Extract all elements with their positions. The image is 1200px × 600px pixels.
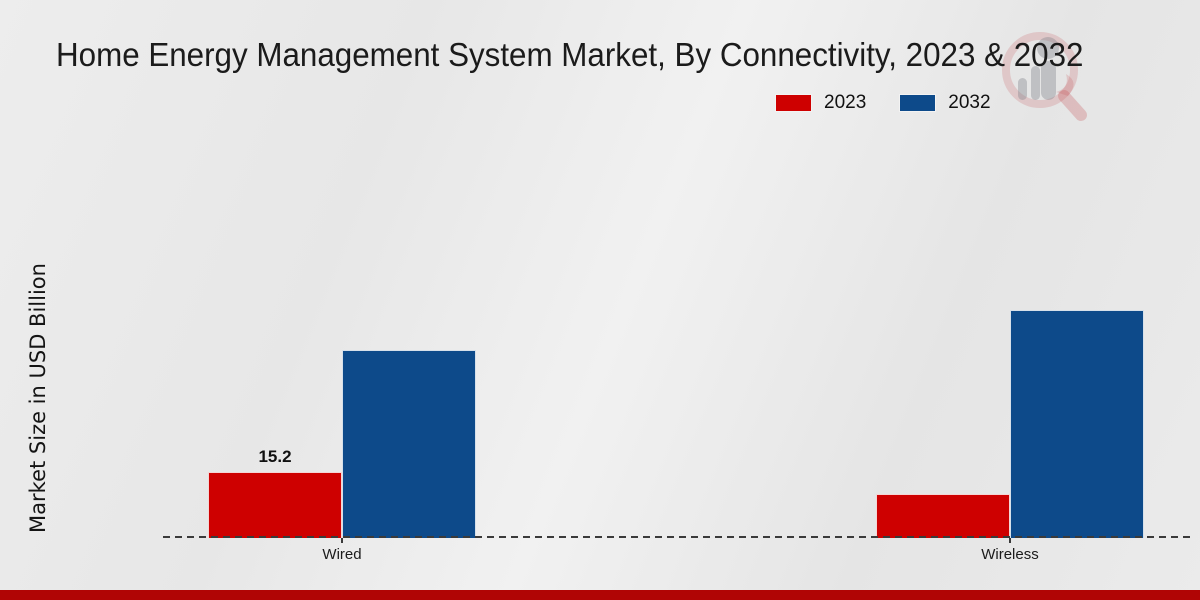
x-axis-baseline <box>163 536 1190 538</box>
legend-item-2032: 2032 <box>900 92 991 114</box>
chart-title: Home Energy Management System Market, By… <box>56 36 1084 73</box>
y-axis-label: Market Size in USD Billion <box>26 263 50 533</box>
category-label-wireless: Wireless <box>981 546 1039 563</box>
category-label-wired: Wired <box>322 546 362 563</box>
legend: 2023 2032 <box>776 92 991 114</box>
bar-2023-wireless <box>876 493 1010 538</box>
x-axis-tick-wireless <box>1009 538 1011 543</box>
legend-label-2023: 2023 <box>824 92 867 113</box>
magnifier-bar-chart-logo-icon <box>1002 32 1087 121</box>
bar-value-label-2023-wired: 15.2 <box>258 446 292 466</box>
bar-2032-wired <box>342 349 476 538</box>
legend-item-2023: 2023 <box>776 92 866 114</box>
x-axis-tick-wired <box>341 538 343 543</box>
bar-2032-wireless <box>1010 310 1144 538</box>
legend-swatch-2032 <box>900 95 936 111</box>
legend-swatch-2023 <box>776 95 811 111</box>
legend-label-2032: 2032 <box>948 92 991 113</box>
bar-2023-wired <box>208 471 342 538</box>
footer-accent-bar <box>0 590 1200 600</box>
